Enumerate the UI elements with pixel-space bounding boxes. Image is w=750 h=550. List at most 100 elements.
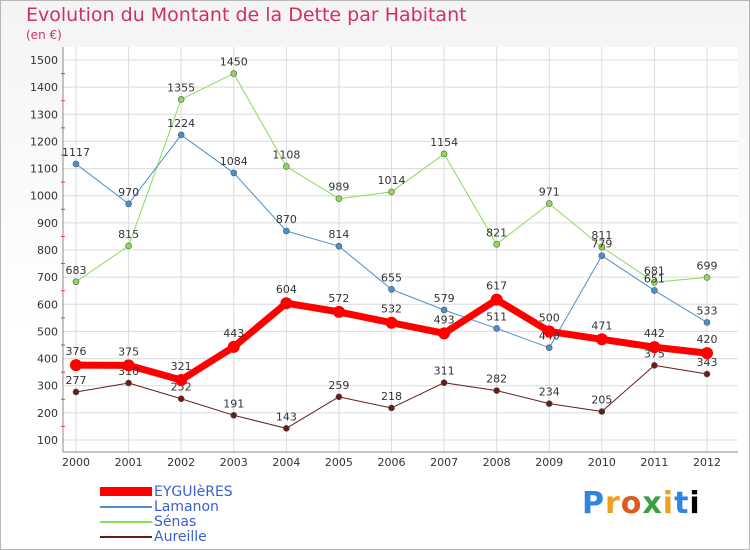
data-label: 532: [381, 303, 402, 316]
data-label: 375: [644, 347, 665, 360]
data-point: [648, 341, 661, 354]
legend-item: EYGUIèRES: [100, 483, 233, 500]
data-point: [283, 425, 290, 432]
data-point: [283, 163, 290, 170]
x-tick-label: 2000: [62, 456, 90, 469]
data-label: 375: [118, 345, 139, 358]
data-point: [125, 200, 132, 208]
logo-letter: x: [642, 486, 663, 521]
data-label: 1014: [378, 174, 406, 187]
data-point: [651, 278, 658, 286]
data-point: [385, 316, 398, 329]
data-point: [388, 404, 395, 412]
legend-label: EYGUIèRES: [154, 483, 233, 500]
data-point: [388, 286, 395, 293]
data-point: [490, 293, 503, 306]
data-point: [545, 344, 553, 352]
y-tick-label: 1000: [30, 190, 58, 203]
data-label: 234: [539, 386, 560, 399]
data-point: [125, 379, 132, 387]
data-point: [177, 96, 185, 103]
y-tick-label: 600: [37, 298, 58, 311]
data-label: 1117: [62, 146, 90, 159]
chart-subtitle: (en €): [26, 28, 62, 42]
data-point: [335, 195, 343, 202]
legend-swatch: [100, 520, 152, 523]
data-label: 1108: [272, 148, 300, 161]
data-point: [703, 319, 711, 326]
data-label: 471: [591, 319, 612, 332]
data-point: [335, 393, 343, 401]
logo-letter: P: [582, 486, 605, 521]
legend-swatch: [100, 487, 152, 496]
data-label: 282: [486, 373, 507, 386]
data-label: 821: [486, 226, 507, 239]
data-label: 989: [328, 181, 349, 194]
data-label: 870: [276, 213, 297, 226]
data-label: 191: [223, 397, 244, 410]
y-tick-label: 100: [37, 434, 58, 447]
data-label: 572: [328, 292, 349, 305]
legend-label: Sénas: [154, 513, 197, 530]
data-label: 376: [66, 345, 87, 358]
data-label: 617: [486, 280, 507, 293]
data-point: [651, 287, 658, 294]
chart-legend: EYGUIèRES Lamanon Sénas Aureille: [100, 483, 233, 545]
proxiti-logo: Proxiti: [582, 486, 701, 521]
x-tick-label: 2003: [220, 456, 248, 469]
data-point: [122, 359, 135, 372]
data-label: 420: [697, 333, 718, 346]
y-tick-label: 1200: [30, 135, 58, 148]
data-label: 683: [66, 264, 87, 277]
data-label: 500: [539, 311, 560, 324]
legend-swatch: [100, 505, 152, 508]
legend-item: Sénas: [100, 513, 233, 530]
y-tick-label: 1300: [30, 108, 58, 121]
y-tick-label: 1500: [30, 54, 58, 67]
data-label: 218: [381, 390, 402, 403]
y-tick-label: 1100: [30, 163, 58, 176]
data-label: 205: [591, 394, 612, 407]
data-point: [388, 188, 395, 196]
legend-item: Lamanon: [100, 499, 233, 515]
data-point: [72, 160, 80, 168]
data-label: 815: [118, 228, 139, 241]
data-label: 579: [434, 292, 455, 305]
legend-label: Aureille: [154, 528, 207, 545]
data-point: [493, 325, 500, 332]
x-tick-label: 2006: [378, 456, 406, 469]
data-label: 343: [697, 356, 718, 369]
data-point: [280, 297, 293, 310]
data-label: 1154: [430, 136, 458, 149]
data-point: [703, 274, 711, 281]
data-point: [70, 359, 82, 372]
data-point: [493, 241, 500, 248]
x-tick-label: 2007: [430, 456, 458, 469]
data-point: [125, 242, 132, 250]
y-tick-label: 200: [37, 407, 58, 420]
data-label: 971: [539, 186, 560, 199]
x-tick-label: 2011: [640, 456, 668, 469]
data-label: 655: [381, 271, 402, 284]
data-label: 1450: [220, 56, 248, 69]
logo-letter: i: [689, 486, 701, 521]
data-label: 533: [697, 304, 718, 317]
x-tick-label: 2010: [588, 456, 616, 469]
data-point: [545, 200, 553, 207]
data-label: 259: [328, 379, 349, 392]
x-tick-label: 2002: [167, 456, 195, 469]
chart-title: Evolution du Montant de la Dette par Hab…: [26, 4, 467, 26]
data-label: 779: [591, 238, 612, 251]
data-point: [177, 131, 185, 139]
data-point: [283, 227, 290, 235]
data-label: 1084: [220, 155, 248, 168]
data-label: 252: [171, 381, 192, 394]
data-point: [545, 400, 553, 407]
legend-swatch: [100, 535, 152, 538]
data-point: [177, 395, 185, 403]
x-tick-label: 2008: [483, 456, 511, 469]
logo-letter: r: [605, 486, 621, 521]
data-point: [335, 242, 343, 250]
y-tick-label: 400: [37, 353, 58, 366]
